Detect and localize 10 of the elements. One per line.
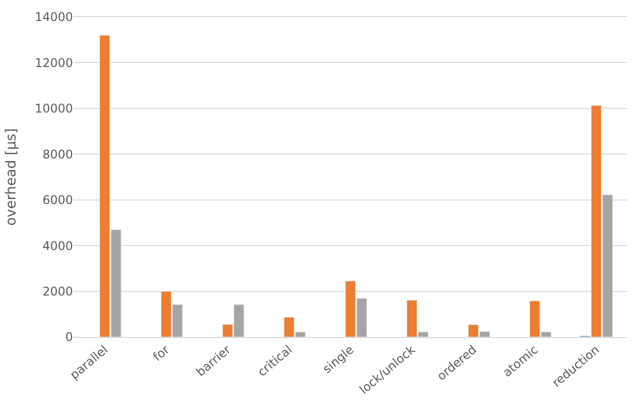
y-tick-label: 14000 xyxy=(34,10,73,24)
y-tick-label: 4000 xyxy=(42,238,73,253)
y-tick-label: 6000 xyxy=(42,193,73,208)
y-tick-label: 0 xyxy=(65,330,73,344)
y-tick-label: 2000 xyxy=(42,284,73,298)
y-axis-title: overhead [µs] xyxy=(3,128,20,226)
y-tick-label: 12000 xyxy=(34,56,73,70)
y-tick-label: 10000 xyxy=(34,102,73,116)
y-tick-label: 8000 xyxy=(42,147,73,162)
x-tick-label: for xyxy=(150,342,172,364)
